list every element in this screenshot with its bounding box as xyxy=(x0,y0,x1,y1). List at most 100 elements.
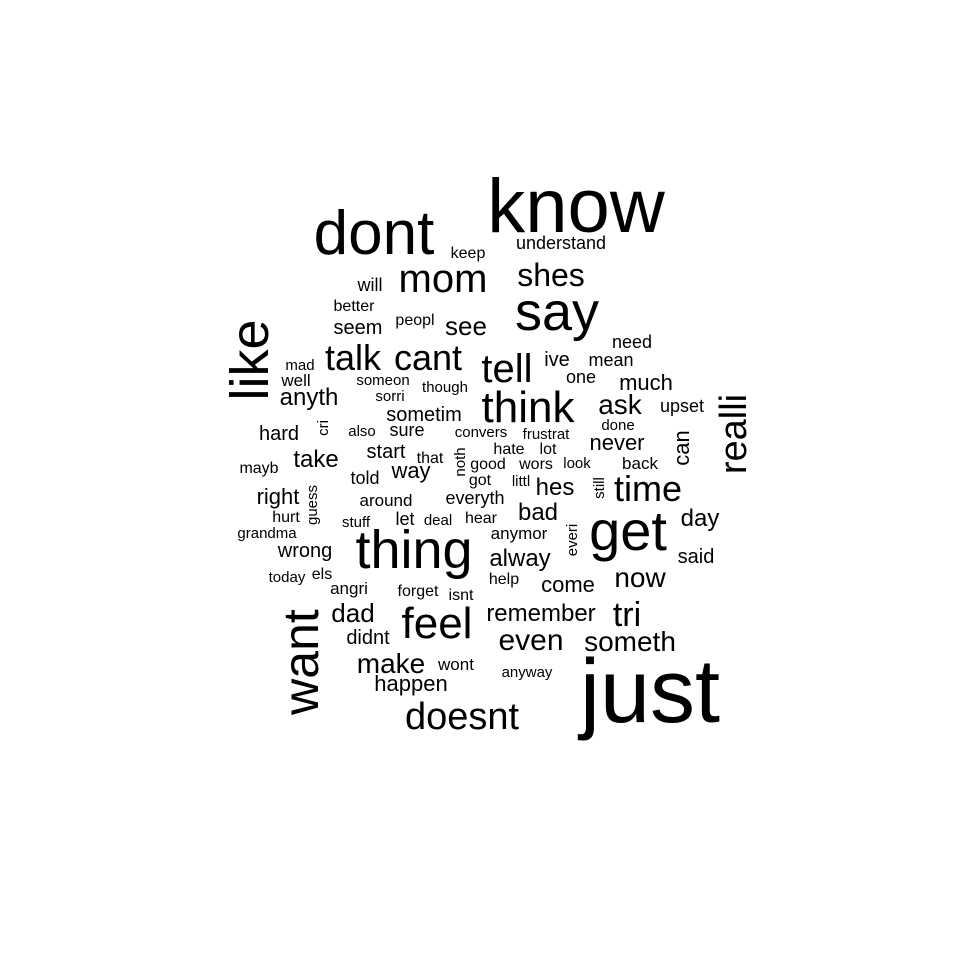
word-dont: dont xyxy=(314,199,435,268)
word-guess: guess xyxy=(304,485,321,525)
word-back: back xyxy=(622,454,658,473)
word-much: much xyxy=(619,370,673,395)
word-hate: hate xyxy=(493,441,524,458)
word-just: just xyxy=(577,642,720,742)
word-day: day xyxy=(681,505,720,532)
word-sorri: sorri xyxy=(375,388,404,405)
word-said: said xyxy=(678,546,715,568)
word-deal: deal xyxy=(424,512,452,529)
word-alway: alway xyxy=(489,545,550,572)
word-stuff: stuff xyxy=(342,514,371,531)
word-cri: cri xyxy=(315,420,332,436)
word-need: need xyxy=(612,332,652,352)
word-ive: ive xyxy=(544,349,570,371)
word-hard: hard xyxy=(259,423,299,445)
word-mom: mom xyxy=(399,257,488,301)
word-make: make xyxy=(357,648,425,679)
word-someon: someon xyxy=(356,372,409,389)
word-frustrat: frustrat xyxy=(523,426,571,443)
word-also: also xyxy=(348,423,376,440)
word-isnt: isnt xyxy=(449,587,474,604)
word-told: told xyxy=(350,468,379,488)
word-anyth: anyth xyxy=(280,384,339,411)
word-mean: mean xyxy=(588,350,633,370)
word-got: got xyxy=(469,472,492,489)
word-get: get xyxy=(589,499,667,562)
word-anymor: anymor xyxy=(491,524,548,543)
word-sure: sure xyxy=(389,420,424,440)
word-didnt: didnt xyxy=(346,627,390,649)
word-mayb: mayb xyxy=(239,460,278,477)
word-can: can xyxy=(669,430,694,465)
word-upset: upset xyxy=(660,396,704,416)
word-look: look xyxy=(563,455,591,472)
word-talk: talk xyxy=(325,337,382,378)
word-know: know xyxy=(487,164,666,249)
word-els: els xyxy=(312,566,332,583)
word-think: think xyxy=(482,383,576,432)
word-hurt: hurt xyxy=(272,509,300,526)
word-hes: hes xyxy=(536,474,575,501)
word-peopl: peopl xyxy=(395,312,434,329)
word-keep: keep xyxy=(451,245,486,262)
word-angri: angri xyxy=(330,579,368,598)
word-seem: seem xyxy=(334,317,383,339)
word-start: start xyxy=(367,441,406,463)
word-time: time xyxy=(614,468,682,509)
word-sometim: sometim xyxy=(386,404,462,426)
word-grandma: grandma xyxy=(237,525,297,542)
word-still: still xyxy=(591,477,608,499)
word-see: see xyxy=(445,311,487,341)
word-way: way xyxy=(390,458,430,483)
word-everi: everi xyxy=(564,524,581,557)
word-anyway: anyway xyxy=(502,664,553,681)
word-feel: feel xyxy=(402,599,473,648)
word-done: done xyxy=(601,417,634,434)
word-wont: wont xyxy=(437,655,474,674)
word-around: around xyxy=(360,491,413,510)
word-though: though xyxy=(422,379,468,396)
word-mad: mad xyxy=(285,357,314,374)
word-will: will xyxy=(357,275,383,295)
word-that: that xyxy=(417,450,444,467)
word-never: never xyxy=(589,430,644,455)
word-someth: someth xyxy=(584,626,676,657)
word-right: right xyxy=(257,484,300,509)
word-dad: dad xyxy=(331,598,374,628)
word-realli: realli xyxy=(713,394,755,474)
word-happen: happen xyxy=(374,671,447,696)
word-like: like xyxy=(220,319,280,400)
word-littl: littl xyxy=(512,473,530,490)
word-everyth: everyth xyxy=(445,488,504,508)
word-wors: wors xyxy=(518,456,553,473)
word-today: today xyxy=(269,569,306,586)
word-noth: noth xyxy=(452,447,469,476)
word-come: come xyxy=(541,572,595,597)
word-hear: hear xyxy=(465,510,498,527)
word-well: well xyxy=(280,371,310,390)
word-one: one xyxy=(566,367,596,387)
word-now: now xyxy=(614,562,666,593)
word-tell: tell xyxy=(481,347,532,391)
word-tri: tri xyxy=(613,596,641,634)
word-let: let xyxy=(395,509,414,529)
word-convers: convers xyxy=(455,424,508,441)
word-even: even xyxy=(498,624,563,657)
word-forget: forget xyxy=(398,583,439,600)
word-doesnt: doesnt xyxy=(405,696,520,738)
word-cant: cant xyxy=(394,337,462,378)
word-want: want xyxy=(273,609,329,716)
word-thing: thing xyxy=(355,520,472,580)
word-say: say xyxy=(515,282,599,342)
word-take: take xyxy=(293,446,338,473)
word-better: better xyxy=(334,298,376,315)
word-bad: bad xyxy=(518,499,558,526)
word-understand: understand xyxy=(516,233,606,253)
word-remember: remember xyxy=(486,600,595,627)
word-help: help xyxy=(489,571,519,588)
word-shes: shes xyxy=(517,257,585,293)
word-good: good xyxy=(470,456,506,473)
word-lot: lot xyxy=(540,441,557,458)
word-wrong: wrong xyxy=(277,540,332,562)
